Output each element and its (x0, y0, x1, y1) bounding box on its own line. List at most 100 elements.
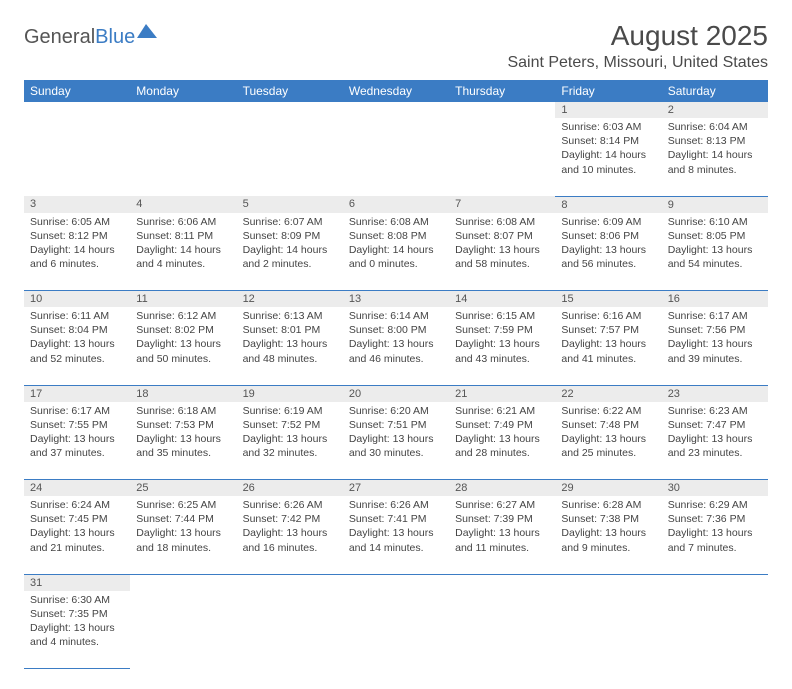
day-cell: Sunrise: 6:26 AMSunset: 7:42 PMDaylight:… (237, 496, 343, 574)
daynum-row: 3456789 (24, 196, 768, 213)
logo-text-general: General (24, 26, 95, 49)
daynum-cell (449, 574, 555, 591)
weekday-header: Saturday (662, 80, 768, 102)
header: GeneralBlue August 2025 Saint Peters, Mi… (24, 20, 768, 72)
weekday-header-row: SundayMondayTuesdayWednesdayThursdayFrid… (24, 80, 768, 102)
weekday-header: Tuesday (237, 80, 343, 102)
day-cell: Sunrise: 6:28 AMSunset: 7:38 PMDaylight:… (555, 496, 661, 574)
day-content: Sunrise: 6:14 AMSunset: 8:00 PMDaylight:… (343, 307, 449, 370)
day-cell (343, 118, 449, 196)
daynum-cell: 2 (662, 102, 768, 118)
daynum-cell: 6 (343, 196, 449, 213)
daynum-cell: 10 (24, 291, 130, 308)
daynum-cell: 14 (449, 291, 555, 308)
day-cell: Sunrise: 6:18 AMSunset: 7:53 PMDaylight:… (130, 402, 236, 480)
logo: GeneralBlue (24, 24, 159, 51)
day-content: Sunrise: 6:19 AMSunset: 7:52 PMDaylight:… (237, 402, 343, 465)
daynum-cell: 9 (662, 196, 768, 213)
weekday-header: Sunday (24, 80, 130, 102)
day-cell: Sunrise: 6:12 AMSunset: 8:02 PMDaylight:… (130, 307, 236, 385)
day-cell (24, 118, 130, 196)
daynum-cell (24, 102, 130, 118)
content-row: Sunrise: 6:11 AMSunset: 8:04 PMDaylight:… (24, 307, 768, 385)
daynum-cell: 18 (130, 385, 236, 402)
daynum-cell (343, 102, 449, 118)
day-content: Sunrise: 6:06 AMSunset: 8:11 PMDaylight:… (130, 213, 236, 276)
day-cell: Sunrise: 6:07 AMSunset: 8:09 PMDaylight:… (237, 213, 343, 291)
daynum-cell: 15 (555, 291, 661, 308)
day-cell (662, 591, 768, 669)
day-content: Sunrise: 6:09 AMSunset: 8:06 PMDaylight:… (555, 213, 661, 276)
day-cell: Sunrise: 6:09 AMSunset: 8:06 PMDaylight:… (555, 213, 661, 291)
day-cell: Sunrise: 6:04 AMSunset: 8:13 PMDaylight:… (662, 118, 768, 196)
day-content: Sunrise: 6:08 AMSunset: 8:08 PMDaylight:… (343, 213, 449, 276)
daynum-cell: 1 (555, 102, 661, 118)
day-cell: Sunrise: 6:08 AMSunset: 8:07 PMDaylight:… (449, 213, 555, 291)
day-cell: Sunrise: 6:21 AMSunset: 7:49 PMDaylight:… (449, 402, 555, 480)
day-cell: Sunrise: 6:25 AMSunset: 7:44 PMDaylight:… (130, 496, 236, 574)
day-content: Sunrise: 6:10 AMSunset: 8:05 PMDaylight:… (662, 213, 768, 276)
day-cell: Sunrise: 6:16 AMSunset: 7:57 PMDaylight:… (555, 307, 661, 385)
day-cell: Sunrise: 6:15 AMSunset: 7:59 PMDaylight:… (449, 307, 555, 385)
daynum-cell: 31 (24, 574, 130, 591)
location: Saint Peters, Missouri, United States (507, 54, 768, 72)
day-cell (449, 591, 555, 669)
day-cell: Sunrise: 6:13 AMSunset: 8:01 PMDaylight:… (237, 307, 343, 385)
day-content: Sunrise: 6:20 AMSunset: 7:51 PMDaylight:… (343, 402, 449, 465)
day-cell: Sunrise: 6:05 AMSunset: 8:12 PMDaylight:… (24, 213, 130, 291)
day-cell (343, 591, 449, 669)
daynum-cell (237, 574, 343, 591)
daynum-cell: 8 (555, 196, 661, 213)
daynum-cell: 26 (237, 480, 343, 497)
day-cell (449, 118, 555, 196)
daynum-cell: 25 (130, 480, 236, 497)
daynum-cell (343, 574, 449, 591)
day-cell (555, 591, 661, 669)
day-cell: Sunrise: 6:03 AMSunset: 8:14 PMDaylight:… (555, 118, 661, 196)
daynum-cell: 24 (24, 480, 130, 497)
day-content: Sunrise: 6:11 AMSunset: 8:04 PMDaylight:… (24, 307, 130, 370)
day-content: Sunrise: 6:16 AMSunset: 7:57 PMDaylight:… (555, 307, 661, 370)
daynum-cell (130, 102, 236, 118)
day-cell: Sunrise: 6:17 AMSunset: 7:55 PMDaylight:… (24, 402, 130, 480)
day-content: Sunrise: 6:22 AMSunset: 7:48 PMDaylight:… (555, 402, 661, 465)
day-cell: Sunrise: 6:26 AMSunset: 7:41 PMDaylight:… (343, 496, 449, 574)
day-content: Sunrise: 6:21 AMSunset: 7:49 PMDaylight:… (449, 402, 555, 465)
month-title: August 2025 (507, 20, 768, 52)
daynum-cell: 5 (237, 196, 343, 213)
daynum-cell (237, 102, 343, 118)
day-content: Sunrise: 6:18 AMSunset: 7:53 PMDaylight:… (130, 402, 236, 465)
daynum-row: 24252627282930 (24, 480, 768, 497)
day-content: Sunrise: 6:15 AMSunset: 7:59 PMDaylight:… (449, 307, 555, 370)
daynum-cell: 27 (343, 480, 449, 497)
day-cell (237, 118, 343, 196)
day-content: Sunrise: 6:07 AMSunset: 8:09 PMDaylight:… (237, 213, 343, 276)
day-cell: Sunrise: 6:22 AMSunset: 7:48 PMDaylight:… (555, 402, 661, 480)
daynum-cell (130, 574, 236, 591)
daynum-cell: 22 (555, 385, 661, 402)
day-content: Sunrise: 6:04 AMSunset: 8:13 PMDaylight:… (662, 118, 768, 181)
day-content: Sunrise: 6:03 AMSunset: 8:14 PMDaylight:… (555, 118, 661, 181)
day-cell (130, 118, 236, 196)
day-content: Sunrise: 6:12 AMSunset: 8:02 PMDaylight:… (130, 307, 236, 370)
daynum-cell (662, 574, 768, 591)
day-cell (130, 591, 236, 669)
content-row: Sunrise: 6:24 AMSunset: 7:45 PMDaylight:… (24, 496, 768, 574)
day-content: Sunrise: 6:23 AMSunset: 7:47 PMDaylight:… (662, 402, 768, 465)
day-content: Sunrise: 6:26 AMSunset: 7:42 PMDaylight:… (237, 496, 343, 559)
day-content: Sunrise: 6:28 AMSunset: 7:38 PMDaylight:… (555, 496, 661, 559)
daynum-cell: 13 (343, 291, 449, 308)
daynum-cell: 29 (555, 480, 661, 497)
daynum-cell: 7 (449, 196, 555, 213)
weekday-header: Friday (555, 80, 661, 102)
day-content: Sunrise: 6:27 AMSunset: 7:39 PMDaylight:… (449, 496, 555, 559)
day-cell: Sunrise: 6:17 AMSunset: 7:56 PMDaylight:… (662, 307, 768, 385)
day-cell: Sunrise: 6:14 AMSunset: 8:00 PMDaylight:… (343, 307, 449, 385)
calendar-table: SundayMondayTuesdayWednesdayThursdayFrid… (24, 80, 768, 669)
weekday-header: Thursday (449, 80, 555, 102)
day-cell: Sunrise: 6:29 AMSunset: 7:36 PMDaylight:… (662, 496, 768, 574)
logo-text-blue: Blue (95, 26, 135, 49)
daynum-cell: 20 (343, 385, 449, 402)
content-row: Sunrise: 6:30 AMSunset: 7:35 PMDaylight:… (24, 591, 768, 669)
daynum-cell: 12 (237, 291, 343, 308)
